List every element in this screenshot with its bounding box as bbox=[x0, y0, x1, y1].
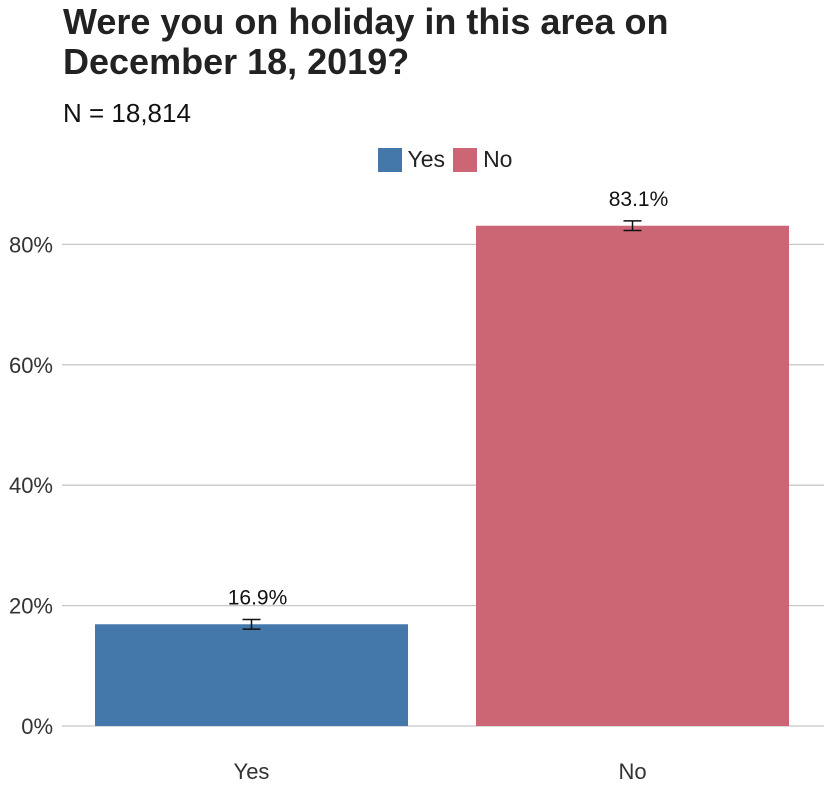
chart-title: Were you on holiday in this area on Dece… bbox=[63, 1, 669, 82]
legend-swatch-yes bbox=[377, 147, 402, 172]
y-tick-label-20: 20% bbox=[9, 594, 53, 619]
x-tick-label-no: No bbox=[618, 759, 646, 784]
bar-yes bbox=[95, 624, 408, 726]
legend-item-no: No bbox=[453, 146, 512, 173]
chart-subtitle: N = 18,814 bbox=[63, 98, 191, 128]
data-label-no: 83.1% bbox=[609, 188, 669, 211]
bar-no bbox=[476, 225, 789, 726]
y-tick-label-80: 80% bbox=[9, 232, 53, 257]
y-tick-label-40: 40% bbox=[9, 473, 53, 498]
y-tick-label-60: 60% bbox=[9, 353, 53, 378]
legend-item-yes: Yes bbox=[377, 146, 446, 173]
legend-label-no: No bbox=[483, 146, 513, 172]
x-tick-label-yes: Yes bbox=[234, 759, 270, 784]
legend: Yes No bbox=[0, 146, 830, 173]
legend-label-yes: Yes bbox=[407, 146, 446, 172]
y-tick-label-0: 0% bbox=[21, 714, 53, 739]
data-label-yes: 16.9% bbox=[228, 586, 288, 609]
legend-swatch-no bbox=[453, 147, 478, 172]
